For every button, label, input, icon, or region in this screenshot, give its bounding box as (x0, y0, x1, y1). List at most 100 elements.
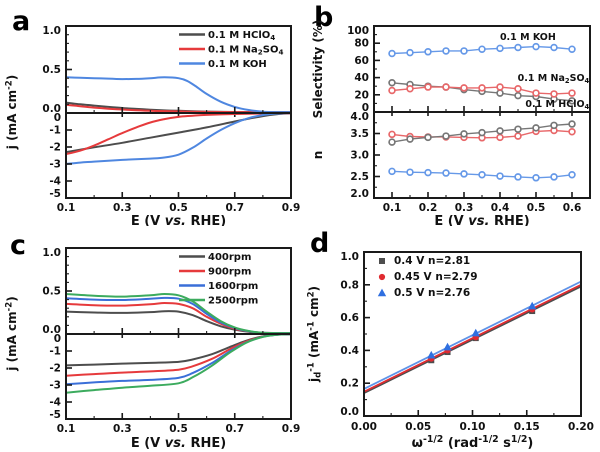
triangle-marker (527, 301, 537, 310)
series-line (66, 76, 291, 113)
x-tick-label: 0.2 (419, 202, 438, 214)
open-circle-marker (532, 89, 540, 97)
open-circle-marker (388, 49, 396, 58)
open-circle-marker (514, 173, 522, 181)
y-tick-label: 3.5 (350, 128, 369, 140)
circle-marker (378, 273, 386, 281)
x-tick-label: 0.7 (225, 423, 244, 435)
y-tick-label: -4 (49, 176, 61, 188)
subplot-a-1: 0-1 -2 -3 -4-5 0.1 0.3 0.5 0.7 0.9 (49, 112, 300, 214)
x-tick-label: 0.9 (282, 423, 300, 435)
square-marker (379, 258, 385, 264)
y-tick-label: 1.0 (340, 251, 359, 263)
open-circle-marker (406, 168, 414, 176)
open-circle-marker (406, 135, 414, 143)
open-circle-marker (532, 124, 540, 132)
x-tick-label: 0.1 (383, 202, 402, 214)
series-line (66, 334, 291, 377)
y-tick-label: -5 (49, 188, 61, 200)
x-tick-label: 0.00 (351, 421, 377, 433)
y-tick-label: 0.5 (42, 286, 61, 298)
series-line (66, 334, 291, 386)
y-tick-label: -1 (49, 346, 61, 358)
x-tick-label: 0.3 (113, 202, 132, 214)
legend-label: 0.4 V n=2.81 (394, 255, 470, 267)
open-circle-marker (388, 79, 396, 87)
in-plot-annotation: 0.1 M HClO4 (525, 99, 589, 111)
open-circle-marker (496, 133, 504, 142)
series-line (66, 334, 291, 394)
y-tick-label: 0 (54, 112, 61, 124)
y-tick-label: 80 (354, 38, 369, 50)
x-tick-label: 0.1 (57, 202, 76, 214)
open-circle-marker (388, 86, 396, 95)
open-circle-marker (514, 132, 522, 140)
open-circle-marker (388, 138, 396, 146)
open-circle-marker (514, 91, 522, 100)
panel-c-letter: c (10, 230, 27, 261)
open-circle-marker (496, 83, 504, 91)
legend: 0.1 M HClO4 0.1 M Na2SO4 0.1 M KOH (179, 30, 283, 70)
legend-label: 0.1 M Na2SO4 (208, 45, 283, 57)
open-circle-marker (442, 83, 450, 91)
open-circle-marker (478, 45, 486, 53)
x-tick-label: 0.1 (57, 423, 76, 435)
open-circle-marker (424, 83, 432, 91)
series-group (66, 76, 291, 113)
y-tick-label: -2 (49, 142, 61, 154)
y-tick-label: 0 (362, 102, 369, 114)
triangle-marker (443, 342, 452, 351)
legend-label: 1600rpm (208, 281, 258, 292)
y-tick-label: 2.5 (350, 171, 369, 183)
open-circle-marker (568, 97, 576, 105)
open-circle-marker (568, 171, 576, 179)
open-circle-marker (388, 130, 396, 139)
x-axis-label: E (V vs. RHE) (131, 214, 226, 226)
y-tick-label: 0.6 (340, 312, 359, 324)
y-tick-label: 4.0 (350, 111, 369, 123)
x-tick-label: 0.3 (455, 202, 474, 214)
series-group (66, 113, 291, 165)
panel-a-rrde-lsv-chart: 0.0 0.5 1.0 0-1 -2 -3 -4-5 0.1 0.3 0.5 0.7 0.9 j (mA… (4, 25, 300, 226)
subplot-d-0: 0.0 0.2 0.4 0.6 0.8 1.0 0.00 0.05 0.10 0.15 0.20 (340, 251, 594, 433)
triangle-marker (427, 350, 436, 359)
open-circle-marker (406, 48, 414, 57)
open-circle-marker (568, 120, 576, 128)
series-markers (388, 120, 576, 146)
y-axis-label: Selectivity (%) (311, 20, 325, 119)
y-tick-label: 0.0 (42, 103, 61, 115)
legend-label: 0.1 M KOH (208, 59, 267, 70)
y-tick-label: 1.0 (42, 247, 61, 259)
x-tick-label: 0.5 (169, 423, 188, 435)
open-circle-marker (442, 47, 450, 55)
legend-label: 0.45 V n=2.79 (394, 271, 478, 283)
open-circle-marker (478, 171, 486, 179)
subplot-c-1: 0-1 -2 -3 -4-5 0.1 0.3 0.5 0.7 0.9 (49, 333, 300, 435)
legend-label: 0.5 V n=2.76 (394, 287, 470, 299)
x-axis-label: ω-1/2 (rad-1/2 s1/2) (412, 434, 534, 451)
y-tick-label: 2.0 (350, 188, 369, 200)
legend: 0.4 V n=2.81 0.45 V n=2.79 0.5 V n=2.76 (377, 255, 478, 299)
subplot-b-1: 2.0 2.5 3.0 3.5 4.0 0.1 0.2 0.3 0.4 0.5 0.6 (350, 111, 591, 214)
x-tick-label: 0.10 (460, 421, 486, 433)
series-group (388, 120, 576, 182)
legend-label: 400rpm (208, 252, 251, 263)
y-tick-label: 1.0 (42, 25, 61, 37)
x-tick-label: 0.05 (405, 421, 431, 433)
open-circle-marker (496, 172, 504, 180)
x-axis-label: E (V vs. RHE) (434, 214, 529, 226)
y-axis-label: j (mA cm-2) (4, 75, 19, 150)
open-circle-marker (424, 133, 432, 142)
panel-a-letter: a (12, 6, 31, 37)
series-line (66, 113, 291, 165)
open-circle-marker (514, 125, 522, 133)
open-circle-marker (568, 45, 576, 53)
y-tick-label: -2 (49, 363, 61, 375)
open-circle-marker (460, 130, 468, 138)
y-tick-label: 40 (354, 72, 369, 84)
in-plot-annotation: 0.1 M KOH (500, 32, 556, 43)
y-tick-label: 0.4 (340, 345, 359, 357)
series-group (388, 42, 576, 105)
in-plot-annotation: 0.1 M Na2SO4 (518, 73, 590, 85)
